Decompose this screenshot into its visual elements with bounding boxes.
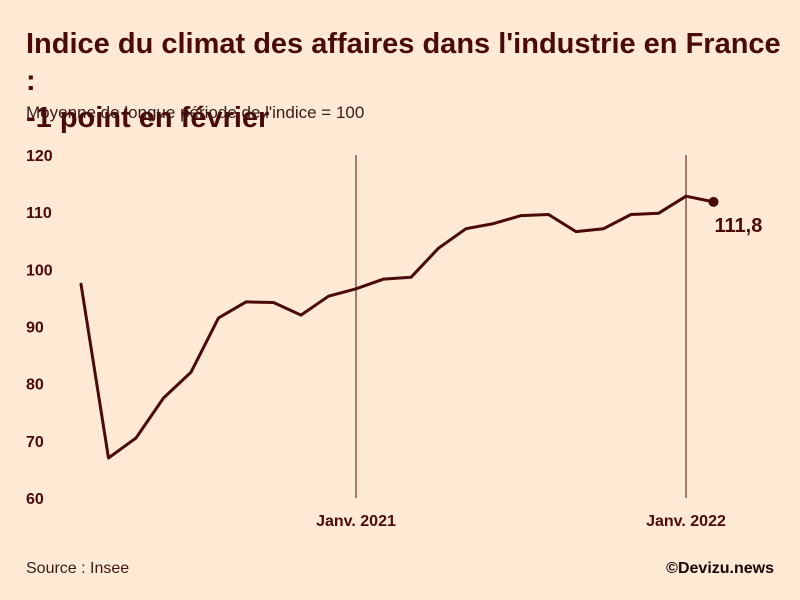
credit-label: ©Devizu.news	[666, 560, 774, 577]
end-point-marker	[708, 196, 719, 207]
y-tick-label: 120	[26, 148, 53, 165]
end-value-label: 111,8	[715, 215, 763, 237]
source-note: Source : Insee	[26, 560, 130, 577]
y-tick-label: 90	[26, 320, 44, 337]
title-line-2: -1 point en février	[26, 102, 270, 134]
x-marker-label: Janv. 2022	[646, 513, 726, 530]
y-tick-label: 60	[26, 491, 44, 508]
title-line-1: Indice du climat des affaires dans l'ind…	[26, 28, 781, 97]
y-tick-label: 70	[26, 434, 44, 451]
y-tick-label: 100	[26, 262, 53, 279]
series-line	[79, 194, 715, 460]
chart-title: Indice du climat des affaires dans l'ind…	[26, 26, 786, 137]
y-tick-label: 80	[26, 377, 44, 394]
chart-subtitle: Moyenne de longue période de l'indice = …	[26, 103, 365, 122]
x-marker-label: Janv. 2021	[316, 513, 396, 530]
y-tick-label: 110	[26, 205, 52, 222]
